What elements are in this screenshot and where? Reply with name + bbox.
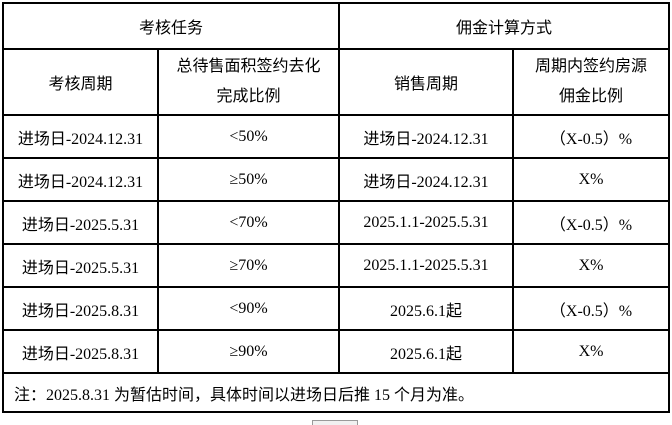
table-column-header-row: 考核周期 总待售面积签约去化 完成比例 销售周期 周期内签约房源 佣金比例: [2, 48, 671, 116]
cell-completion-ratio: ≥70%: [156, 243, 341, 288]
cell-commission-rate: X%: [512, 157, 671, 202]
cell-sales-period: 进场日-2024.12.31: [338, 114, 515, 159]
group-header-assessment-task: 考核任务: [1, 2, 341, 50]
col-header-commission-rate: 周期内签约房源 佣金比例: [512, 48, 671, 116]
cell-commission-rate: X%: [512, 243, 671, 288]
cell-assessment-period: 进场日-2025.5.31: [2, 200, 159, 245]
cell-sales-period: 进场日-2024.12.31: [338, 157, 515, 202]
cell-commission-rate: X%: [512, 329, 671, 374]
commission-table: 考核任务 佣金计算方式 考核周期 总待售面积签约去化 完成比例 销售周期 周期内…: [1, 2, 671, 413]
table-row: 进场日-2024.12.31 <50% 进场日-2024.12.31 （X-0.…: [2, 114, 671, 159]
table-row: 进场日-2025.8.31 ≥90% 2025.6.1起 X%: [2, 329, 671, 374]
cell-sales-period: 2025.6.1起: [338, 329, 515, 374]
cell-assessment-period: 进场日-2025.5.31: [2, 243, 159, 288]
col-header-sales-period: 销售周期: [338, 48, 515, 116]
table-group-header-row: 考核任务 佣金计算方式: [1, 2, 671, 50]
footnote-text: 注：2025.8.31 为暂估时间，具体时间以进场日后推 15 个月为准。: [1, 372, 671, 413]
col-header-completion-ratio-line1: 总待售面积签约去化: [176, 58, 321, 75]
cell-commission-rate: （X-0.5）%: [512, 200, 671, 245]
cell-sales-period: 2025.1.1-2025.5.31: [338, 243, 515, 288]
cell-assessment-period: 进场日-2024.12.31: [2, 114, 159, 159]
cell-completion-ratio: ≥50%: [156, 157, 341, 202]
table-row: 进场日-2025.8.31 <90% 2025.6.1起 （X-0.5）%: [2, 286, 671, 331]
cell-completion-ratio: ≥90%: [156, 329, 341, 374]
table-footnote-row: 注：2025.8.31 为暂估时间，具体时间以进场日后推 15 个月为准。: [1, 372, 671, 413]
table-row: 进场日-2025.5.31 <70% 2025.1.1-2025.5.31 （X…: [2, 200, 671, 245]
cell-completion-ratio: <70%: [156, 200, 341, 245]
cell-assessment-period: 进场日-2025.8.31: [2, 286, 159, 331]
cell-completion-ratio: <50%: [156, 114, 341, 159]
cell-sales-period: 2025.6.1起: [338, 286, 515, 331]
horizontal-scrollbar-thumb[interactable]: [312, 420, 358, 425]
group-header-commission-method: 佣金计算方式: [338, 2, 671, 50]
cell-commission-rate: （X-0.5）%: [512, 114, 671, 159]
col-header-commission-rate-line2: 佣金比例: [559, 88, 624, 105]
col-header-completion-ratio: 总待售面积签约去化 完成比例: [156, 48, 341, 116]
cell-completion-ratio: <90%: [156, 286, 341, 331]
cell-assessment-period: 进场日-2024.12.31: [2, 157, 159, 202]
cell-commission-rate: （X-0.5）%: [512, 286, 671, 331]
col-header-completion-ratio-line2: 完成比例: [216, 88, 281, 105]
cell-sales-period: 2025.1.1-2025.5.31: [338, 200, 515, 245]
col-header-commission-rate-line1: 周期内签约房源: [535, 58, 648, 75]
table-row: 进场日-2025.5.31 ≥70% 2025.1.1-2025.5.31 X%: [2, 243, 671, 288]
col-header-assessment-period: 考核周期: [2, 48, 159, 116]
cell-assessment-period: 进场日-2025.8.31: [2, 329, 159, 374]
table-row: 进场日-2024.12.31 ≥50% 进场日-2024.12.31 X%: [2, 157, 671, 202]
